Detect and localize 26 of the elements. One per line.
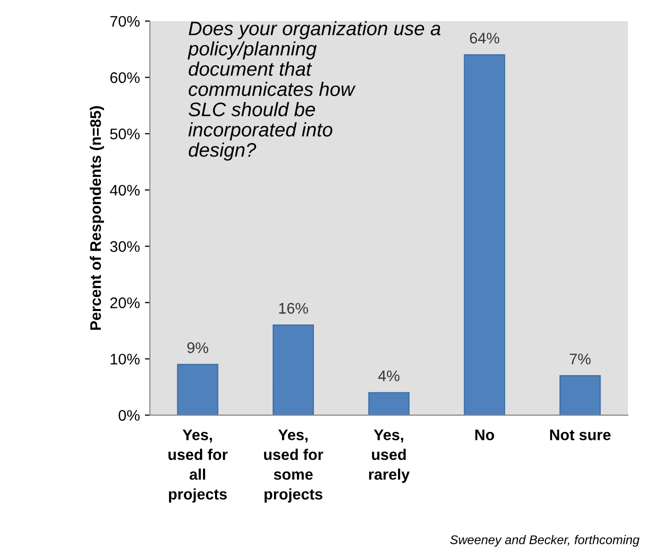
y-tick-label: 0% <box>118 410 140 421</box>
text: Sweeney and Becker, forthcoming <box>450 535 640 547</box>
text: Does your organization use a policy/planning document that communicates how SLC should be incorporated into design? <box>188 21 440 161</box>
data-label: 4% <box>378 370 400 382</box>
y-tick-label: 40% <box>110 184 140 196</box>
data-label: 64% <box>470 32 500 44</box>
data-label: 9% <box>187 342 208 354</box>
x-tick-label: Not sure <box>550 430 611 440</box>
y-tick-label: 20% <box>110 297 140 308</box>
y-tick-label: 10% <box>110 354 140 365</box>
y-tick-label: 30% <box>110 241 140 252</box>
y-tick-label: 70% <box>110 16 140 27</box>
bar <box>368 392 410 416</box>
data-label: 16% <box>279 302 308 314</box>
y-tick-label: 60% <box>110 72 140 84</box>
bar <box>272 324 314 416</box>
bar <box>559 375 601 416</box>
x-tick-label: Yes, used rarely <box>369 430 410 483</box>
bar <box>177 364 218 416</box>
bar <box>464 54 506 416</box>
data-label: 7% <box>570 354 591 364</box>
x-tick-label: No <box>475 430 494 440</box>
x-tick-label: Yes, used for all projects <box>168 430 228 503</box>
y-axis-title: Percent of Respondents (n=85) <box>90 106 104 330</box>
y-tick-label: 50% <box>110 128 140 140</box>
x-tick-label: Yes, used for some projects <box>264 430 324 503</box>
